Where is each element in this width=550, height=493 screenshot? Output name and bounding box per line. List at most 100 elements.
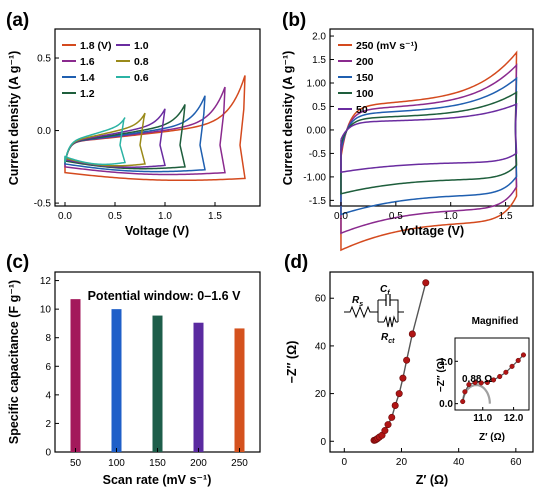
cv-curve-1.4V [64, 95, 206, 173]
rct-resistor-symbol [383, 299, 404, 328]
legend-entry: 0.8 [134, 56, 149, 68]
panel-c-ylabel: Specific capacitance (F g⁻¹) [7, 280, 21, 444]
cv-curve-1.6V [64, 86, 226, 176]
inset-point [462, 389, 468, 395]
equivalent-circuit: Rs Cf Rct [344, 284, 404, 345]
cf-label: Cf [380, 284, 390, 297]
panel-b-ytick-label: 2.0 [312, 32, 326, 43]
inset-point [497, 373, 503, 380]
cv-curve-0.6V [64, 117, 126, 166]
panel-c-ytick-label: 8 [45, 333, 51, 344]
inset-xtick-label: 12.0 [504, 413, 524, 424]
panel-a-ticks: 0.0 0.5 1.0 1.5 -0.5 0.0 0.5 [34, 54, 223, 222]
nyquist-point [381, 427, 389, 435]
panel-a-ytick-label: -0.5 [34, 199, 52, 210]
inset-ytick-label: 0.0 [439, 399, 453, 410]
panel-c-xtick-label: 100 [108, 458, 125, 469]
inset-xlabel: Z′ (Ω) [479, 432, 505, 443]
panel-d-xtick-label: 0 [342, 457, 348, 468]
panel-d-ticks: 0 20 40 60 0 20 40 60 [315, 294, 522, 468]
inset-point [478, 380, 484, 386]
panel-b-xtick-label: 0.0 [334, 211, 348, 222]
panel-a-curves [64, 75, 246, 182]
inset-annotation: 0.88 Ω [462, 374, 492, 385]
rs-resistor-symbol [344, 305, 378, 319]
rct-label: Rct [381, 332, 395, 345]
legend-entry: 150 [356, 72, 374, 84]
panel-d: (d) 0 20 40 60 0 20 40 60 Rs Cf Rct Magnified 1… [284, 252, 534, 487]
panel-c-ytick-label: 12 [40, 276, 52, 287]
nyquist-point [408, 330, 416, 338]
panel-b-ytick-label: -1.5 [309, 196, 327, 207]
inset-point [509, 363, 515, 369]
panel-b-ytick-label: -1.00 [303, 172, 326, 183]
panel-a: (a) 0.0 0.5 1.0 1.5 -0.5 0.0 0.5 1.8 (V) 1.6 1.4… [6, 10, 261, 238]
bar-150 [152, 315, 163, 452]
panel-a-legend: 1.8 (V) 1.6 1.4 1.2 1.0 0.8 0.6 [62, 40, 149, 100]
panel-d-ytick-label: 0 [320, 437, 326, 448]
inset-plot: 11.0 12.0 0.0 1.0 [439, 352, 527, 424]
legend-entry: 1.6 [80, 56, 95, 68]
bar-100 [111, 309, 122, 452]
magnified-inset: Magnified 11.0 12.0 0.0 1.0 0.88 Ω Z′ (Ω) −… [436, 316, 530, 443]
inset-frame [454, 337, 530, 411]
legend-entry: 1.0 [134, 40, 149, 52]
nyquist-point [399, 374, 407, 382]
inset-point [472, 379, 478, 386]
panel-d-xtick-label: 20 [396, 457, 408, 468]
panel-c-xtick-label: 150 [149, 458, 166, 469]
panel-b-letter: (b) [282, 10, 306, 31]
inset-point [520, 352, 527, 358]
panel-c-xlabel: Scan rate (mV s⁻¹) [103, 473, 212, 487]
panel-b-curves [340, 50, 518, 252]
panel-a-ytick-label: 0.0 [37, 126, 51, 137]
panel-a-xtick-label: 1.5 [208, 211, 222, 222]
panel-d-letter: (d) [284, 252, 308, 273]
panel-a-letter: (a) [6, 10, 29, 31]
panel-c-xtick-label: 50 [70, 458, 82, 469]
inset-point [484, 379, 490, 386]
cv-curve-50mVs [340, 102, 518, 174]
panel-c-ytick-label: 0 [45, 448, 51, 459]
inset-point [490, 377, 497, 383]
parallel-branch-left [377, 299, 386, 323]
panel-c-bars: 50 100 150 200 250 [70, 299, 248, 469]
panel-b-ytick-label: 1.00 [307, 78, 327, 89]
panel-d-xtick-label: 60 [510, 457, 522, 468]
bar-50 [70, 299, 81, 452]
inset-point [515, 357, 521, 363]
nyquist-point [395, 390, 403, 398]
panel-b-ticks: 0.0 0.5 1.0 1.5 -1.5 -1.00 -0.5 0.00 0.5 1.00 1.5 2… [303, 32, 513, 222]
legend-entry: 1.2 [80, 88, 95, 100]
legend-entry: 50 [356, 104, 368, 116]
legend-entry: 1.8 (V) [80, 40, 112, 52]
panel-c-ytick-label: 4 [45, 390, 51, 401]
panel-d-frame [329, 271, 534, 453]
inset-point [466, 382, 472, 388]
nyquist-point [391, 402, 399, 410]
inset-xtick-label: 11.0 [473, 413, 492, 424]
panel-a-ylabel: Current density (A g⁻¹) [7, 51, 21, 186]
panel-d-ylabel: −Z″ (Ω) [285, 341, 299, 384]
inset-ylabel: −Z″ (Ω) [436, 358, 447, 392]
panel-d-ytick-label: 40 [315, 341, 327, 352]
panel-c: (c) Potential window: 0–1.6 V 50 100 150 20… [6, 252, 261, 487]
panel-b-xtick-label: 1.5 [499, 211, 513, 222]
panel-d-xlabel: Z′ (Ω) [416, 473, 448, 487]
panel-a-xtick-label: 1.0 [158, 211, 172, 222]
legend-entry: 250 (mV s⁻¹) [356, 40, 418, 52]
panel-a-xtick-label: 0.5 [108, 211, 122, 222]
panel-b-ytick-label: 1.5 [312, 55, 326, 66]
nyquist-fit-line [373, 282, 427, 442]
panel-c-ytick-label: 10 [40, 305, 52, 316]
panel-b-ylabel: Current density (A g⁻¹) [281, 51, 295, 186]
bar-200 [193, 322, 204, 452]
panel-b-xtick-label: 1.0 [444, 211, 458, 222]
inset-point [460, 398, 466, 405]
panel-a-ytick-label: 0.5 [37, 54, 51, 65]
nyquist-point [422, 279, 430, 287]
panel-b-xtick-label: 0.5 [389, 211, 403, 222]
panel-c-xtick-label: 200 [190, 458, 207, 469]
legend-entry: 0.6 [134, 72, 149, 84]
panel-c-annotation: Potential window: 0–1.6 V [88, 289, 241, 303]
